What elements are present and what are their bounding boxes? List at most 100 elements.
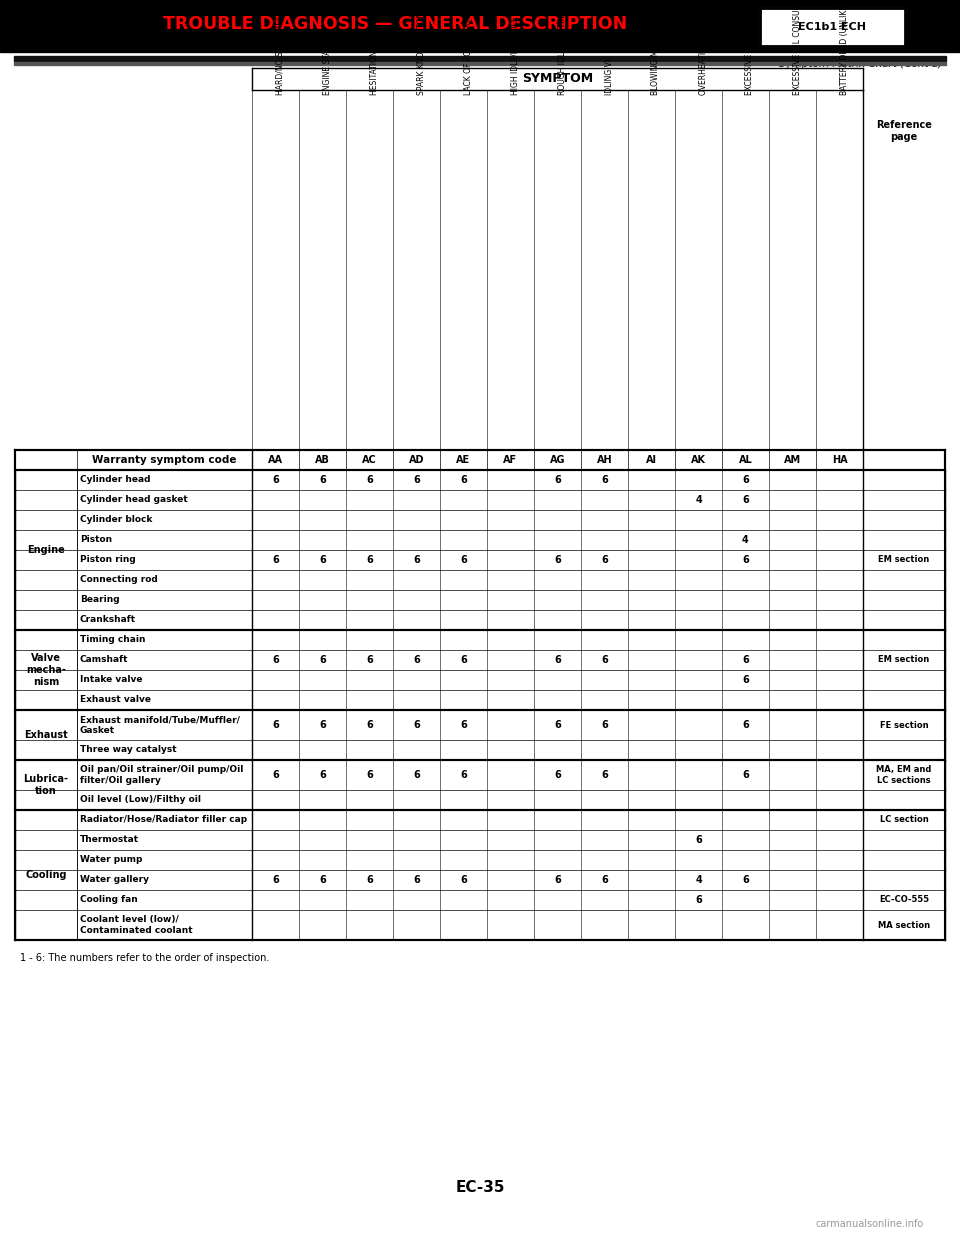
Text: 6: 6 — [413, 720, 420, 730]
Text: Coolant level (low)/
Contaminated coolant: Coolant level (low)/ Contaminated coolan… — [80, 915, 193, 935]
Text: HA: HA — [831, 455, 848, 465]
Text: OVERHEATING/TEMPERATURE HIGH: OVERHEATING/TEMPERATURE HIGH — [699, 0, 708, 94]
Text: 6: 6 — [272, 876, 278, 886]
Text: Cylinder block: Cylinder block — [80, 515, 153, 524]
Text: 6: 6 — [272, 655, 278, 664]
Bar — [15, 469, 945, 491]
Text: AE: AE — [456, 455, 470, 465]
Text: HESITATION/SURGING/FLAT SPOT: HESITATION/SURGING/FLAT SPOT — [370, 0, 378, 94]
Text: Cylinder head: Cylinder head — [80, 476, 151, 484]
Text: Radiator/Hose/Radiator filler cap: Radiator/Hose/Radiator filler cap — [80, 816, 247, 825]
Bar — [15, 740, 945, 760]
Text: SPARK KNOCK/DETONATION: SPARK KNOCK/DETONATION — [417, 0, 425, 94]
Text: 6: 6 — [460, 655, 467, 664]
Text: carmanualsonline.info: carmanualsonline.info — [816, 1218, 924, 1230]
Text: LC section: LC section — [879, 816, 928, 825]
Text: 6: 6 — [554, 720, 561, 730]
Bar — [15, 850, 945, 869]
Text: EC1b1 ECH: EC1b1 ECH — [799, 22, 867, 32]
Text: Crankshaft: Crankshaft — [80, 616, 136, 625]
Text: EXCESSIVE FUEL CONSUMPTION: EXCESSIVE FUEL CONSUMPTION — [746, 0, 755, 94]
Text: Camshaft: Camshaft — [80, 656, 129, 664]
Text: 6: 6 — [366, 655, 372, 664]
Text: 6: 6 — [742, 655, 749, 664]
Bar — [14, 62, 946, 65]
Text: 6: 6 — [695, 835, 702, 845]
Text: HARD/NO START/RESTART (EXCP. HA): HARD/NO START/RESTART (EXCP. HA) — [276, 0, 284, 94]
Bar — [15, 491, 945, 510]
Text: 6: 6 — [413, 770, 420, 780]
Bar — [15, 810, 945, 830]
Bar — [15, 550, 945, 570]
Text: MA, EM and
LC sections: MA, EM and LC sections — [876, 765, 932, 785]
Text: 6: 6 — [742, 876, 749, 886]
Text: 6: 6 — [319, 655, 325, 664]
Text: 6: 6 — [554, 555, 561, 565]
Text: Bearing: Bearing — [80, 595, 120, 605]
Bar — [15, 891, 945, 910]
Text: 6: 6 — [366, 720, 372, 730]
Text: 6: 6 — [742, 674, 749, 686]
Text: AM: AM — [784, 455, 801, 465]
Text: 6: 6 — [460, 555, 467, 565]
Text: 6: 6 — [554, 655, 561, 664]
Text: 6: 6 — [460, 770, 467, 780]
Text: 6: 6 — [413, 555, 420, 565]
Text: EXCESSIVE OIL CONSUMPTION: EXCESSIVE OIL CONSUMPTION — [793, 0, 802, 94]
Text: Valve
mecha-
nism: Valve mecha- nism — [26, 653, 66, 687]
Text: 6: 6 — [742, 720, 749, 730]
Text: AB: AB — [315, 455, 330, 465]
Text: Warranty symptom code: Warranty symptom code — [92, 455, 237, 465]
Text: AH: AH — [597, 455, 612, 465]
Bar — [0, 0, 960, 52]
Text: Symptom Matrix Chart (Cont'd): Symptom Matrix Chart (Cont'd) — [779, 60, 942, 70]
Bar — [15, 869, 945, 891]
Text: Oil level (Low)/Filthy oil: Oil level (Low)/Filthy oil — [80, 795, 201, 805]
Text: Thermostat: Thermostat — [80, 836, 139, 845]
Text: ROUGH IDLE/HUNTING: ROUGH IDLE/HUNTING — [558, 9, 566, 94]
Text: Water gallery: Water gallery — [80, 876, 149, 884]
Text: 6: 6 — [319, 555, 325, 565]
Text: Connecting rod: Connecting rod — [80, 575, 157, 585]
Text: AD: AD — [409, 455, 424, 465]
Text: 6: 6 — [601, 770, 608, 780]
Text: Reference
page: Reference page — [876, 120, 932, 142]
Text: 4: 4 — [695, 496, 702, 505]
Text: 6: 6 — [601, 655, 608, 664]
Text: EC-35: EC-35 — [455, 1180, 505, 1195]
Text: 6: 6 — [366, 770, 372, 780]
Text: 6: 6 — [319, 474, 325, 484]
Text: 4: 4 — [695, 876, 702, 886]
Text: 6: 6 — [272, 555, 278, 565]
Text: 6: 6 — [319, 876, 325, 886]
Text: 6: 6 — [554, 876, 561, 886]
Text: EM section: EM section — [878, 656, 929, 664]
Bar — [15, 650, 945, 669]
Bar — [15, 691, 945, 710]
Bar — [15, 530, 945, 550]
Text: 6: 6 — [272, 474, 278, 484]
Text: Intake valve: Intake valve — [80, 676, 142, 684]
Text: BATTERY DEAD (UNLIKELY): BATTERY DEAD (UNLIKELY) — [839, 0, 849, 94]
Text: Lubrica-
tion: Lubrica- tion — [23, 774, 68, 796]
Text: 6: 6 — [742, 496, 749, 505]
Bar — [15, 710, 945, 740]
Text: AK: AK — [691, 455, 706, 465]
Text: Piston ring: Piston ring — [80, 555, 135, 565]
Bar — [760, 7, 905, 46]
Bar — [15, 450, 945, 469]
Text: AL: AL — [738, 455, 753, 465]
Text: 6: 6 — [460, 876, 467, 886]
Text: 6: 6 — [366, 876, 372, 886]
Text: 6: 6 — [601, 555, 608, 565]
Bar — [760, 7, 905, 46]
Bar — [15, 590, 945, 610]
Text: 6: 6 — [366, 474, 372, 484]
Text: 6: 6 — [601, 474, 608, 484]
Text: AF: AF — [503, 455, 517, 465]
Bar — [252, 68, 863, 89]
Bar — [15, 570, 945, 590]
Text: 6: 6 — [742, 770, 749, 780]
Text: 6: 6 — [413, 876, 420, 886]
Text: 6: 6 — [742, 555, 749, 565]
